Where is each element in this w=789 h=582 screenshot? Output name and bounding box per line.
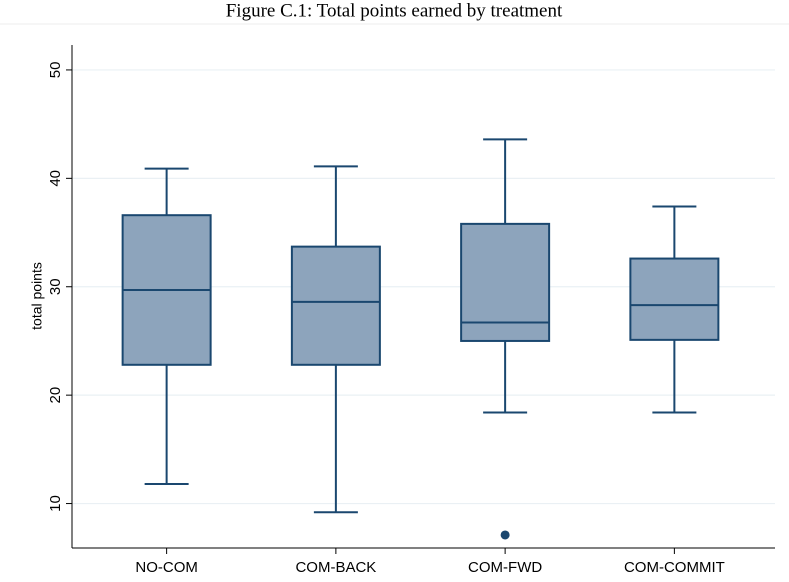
x-tick-label: COM-BACK (295, 559, 376, 576)
x-tick-label: COM-COMMIT (624, 559, 725, 576)
y-tick-label: 50 (47, 62, 64, 79)
y-tick-label: 10 (47, 495, 64, 512)
y-tick-label: 40 (47, 170, 64, 187)
y-tick-label: 20 (47, 387, 64, 404)
chart-title: Figure C.1: Total points earned by treat… (226, 0, 563, 21)
y-axis-label: total points (29, 262, 45, 330)
box (460, 222, 551, 342)
y-tick-label: 30 (47, 278, 64, 295)
x-tick-label: NO-COM (135, 559, 198, 576)
box (290, 245, 381, 366)
box (629, 257, 720, 341)
outlier (500, 530, 510, 540)
x-tick-label: COM-FWD (468, 559, 542, 576)
